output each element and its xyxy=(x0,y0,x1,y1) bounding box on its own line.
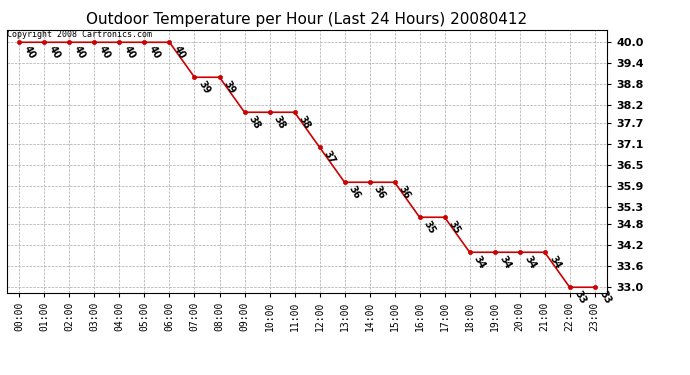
Text: 40: 40 xyxy=(97,44,112,61)
Text: 40: 40 xyxy=(147,44,162,61)
Text: 40: 40 xyxy=(172,44,188,61)
Text: 39: 39 xyxy=(197,79,213,96)
Text: 35: 35 xyxy=(422,219,437,236)
Text: 40: 40 xyxy=(72,44,88,61)
Text: 40: 40 xyxy=(122,44,137,61)
Text: 40: 40 xyxy=(22,44,37,61)
Text: 34: 34 xyxy=(547,254,562,271)
Text: 34: 34 xyxy=(472,254,488,271)
Text: Copyright 2008 Cartronics.com: Copyright 2008 Cartronics.com xyxy=(7,30,152,39)
Text: 37: 37 xyxy=(322,149,337,166)
Text: 34: 34 xyxy=(522,254,538,271)
Text: 40: 40 xyxy=(47,44,62,61)
Title: Outdoor Temperature per Hour (Last 24 Hours) 20080412: Outdoor Temperature per Hour (Last 24 Ho… xyxy=(86,12,528,27)
Text: 38: 38 xyxy=(272,114,288,131)
Text: 36: 36 xyxy=(372,184,388,201)
Text: 39: 39 xyxy=(222,79,237,96)
Text: 36: 36 xyxy=(397,184,413,201)
Text: 38: 38 xyxy=(297,114,313,131)
Text: 33: 33 xyxy=(598,289,613,306)
Text: 34: 34 xyxy=(497,254,513,271)
Text: 35: 35 xyxy=(447,219,462,236)
Text: 36: 36 xyxy=(347,184,362,201)
Text: 33: 33 xyxy=(572,289,588,306)
Text: 38: 38 xyxy=(247,114,262,131)
